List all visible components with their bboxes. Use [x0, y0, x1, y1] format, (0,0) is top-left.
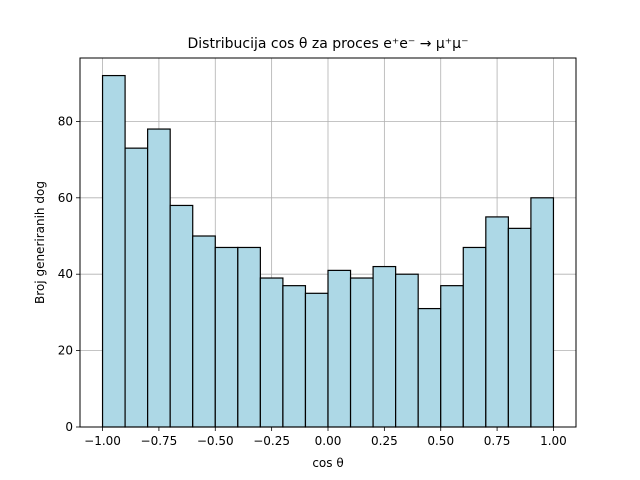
histogram-bar	[192, 235, 216, 428]
histogram-bar	[395, 273, 419, 428]
histogram-bar	[237, 246, 261, 428]
y-axis-ticks: 0 20 40 60 80	[58, 114, 80, 434]
histogram-bar	[485, 216, 509, 428]
x-tick-label: 0.50	[427, 434, 454, 448]
x-axis-ticks: −1.00 −0.75 −0.50 −0.25 0.00 0.25 0.50 0.75 1.00	[84, 427, 567, 448]
histogram-bar	[462, 246, 487, 428]
plot-area: −1.00 −0.75 −0.50 −0.25 0.00 0.25 0.50 0.75 1.00…	[58, 57, 577, 448]
x-tick-label: −1.00	[84, 434, 121, 448]
histogram-bar	[372, 265, 397, 428]
x-tick-label: 1.00	[540, 434, 567, 448]
x-tick-label: 0.00	[315, 434, 342, 448]
y-tick-label: 60	[58, 191, 73, 205]
y-tick-label: 80	[58, 114, 73, 128]
histogram-bar	[282, 285, 307, 428]
y-tick-label: 20	[58, 344, 73, 358]
histogram-bar	[530, 197, 555, 428]
x-tick-label: −0.50	[197, 434, 234, 448]
histogram-bar	[507, 227, 532, 428]
histogram-bar	[124, 147, 149, 428]
chart-title: Distribucija cos θ za proces e⁺e⁻ → μ⁺μ⁻	[188, 36, 469, 52]
y-axis-label: Broj generiranih dog	[33, 181, 47, 304]
histogram-bar	[327, 269, 352, 428]
histogram-bar	[147, 128, 171, 428]
y-tick-label: 40	[58, 267, 73, 281]
x-tick-label: 0.75	[484, 434, 511, 448]
histogram-bar	[349, 277, 374, 428]
x-axis-label: cos θ	[312, 456, 343, 470]
histogram-bar	[440, 285, 464, 428]
histogram-bar	[214, 246, 239, 428]
y-tick-label: 0	[65, 420, 73, 434]
x-tick-label: −0.75	[141, 434, 178, 448]
x-tick-label: −0.25	[253, 434, 290, 448]
x-tick-label: 0.25	[371, 434, 398, 448]
histogram-bar	[259, 277, 284, 428]
histogram-bar	[304, 292, 329, 428]
histogram-bar	[169, 204, 194, 428]
histogram-bar	[101, 74, 126, 428]
histogram-bar	[417, 307, 442, 428]
